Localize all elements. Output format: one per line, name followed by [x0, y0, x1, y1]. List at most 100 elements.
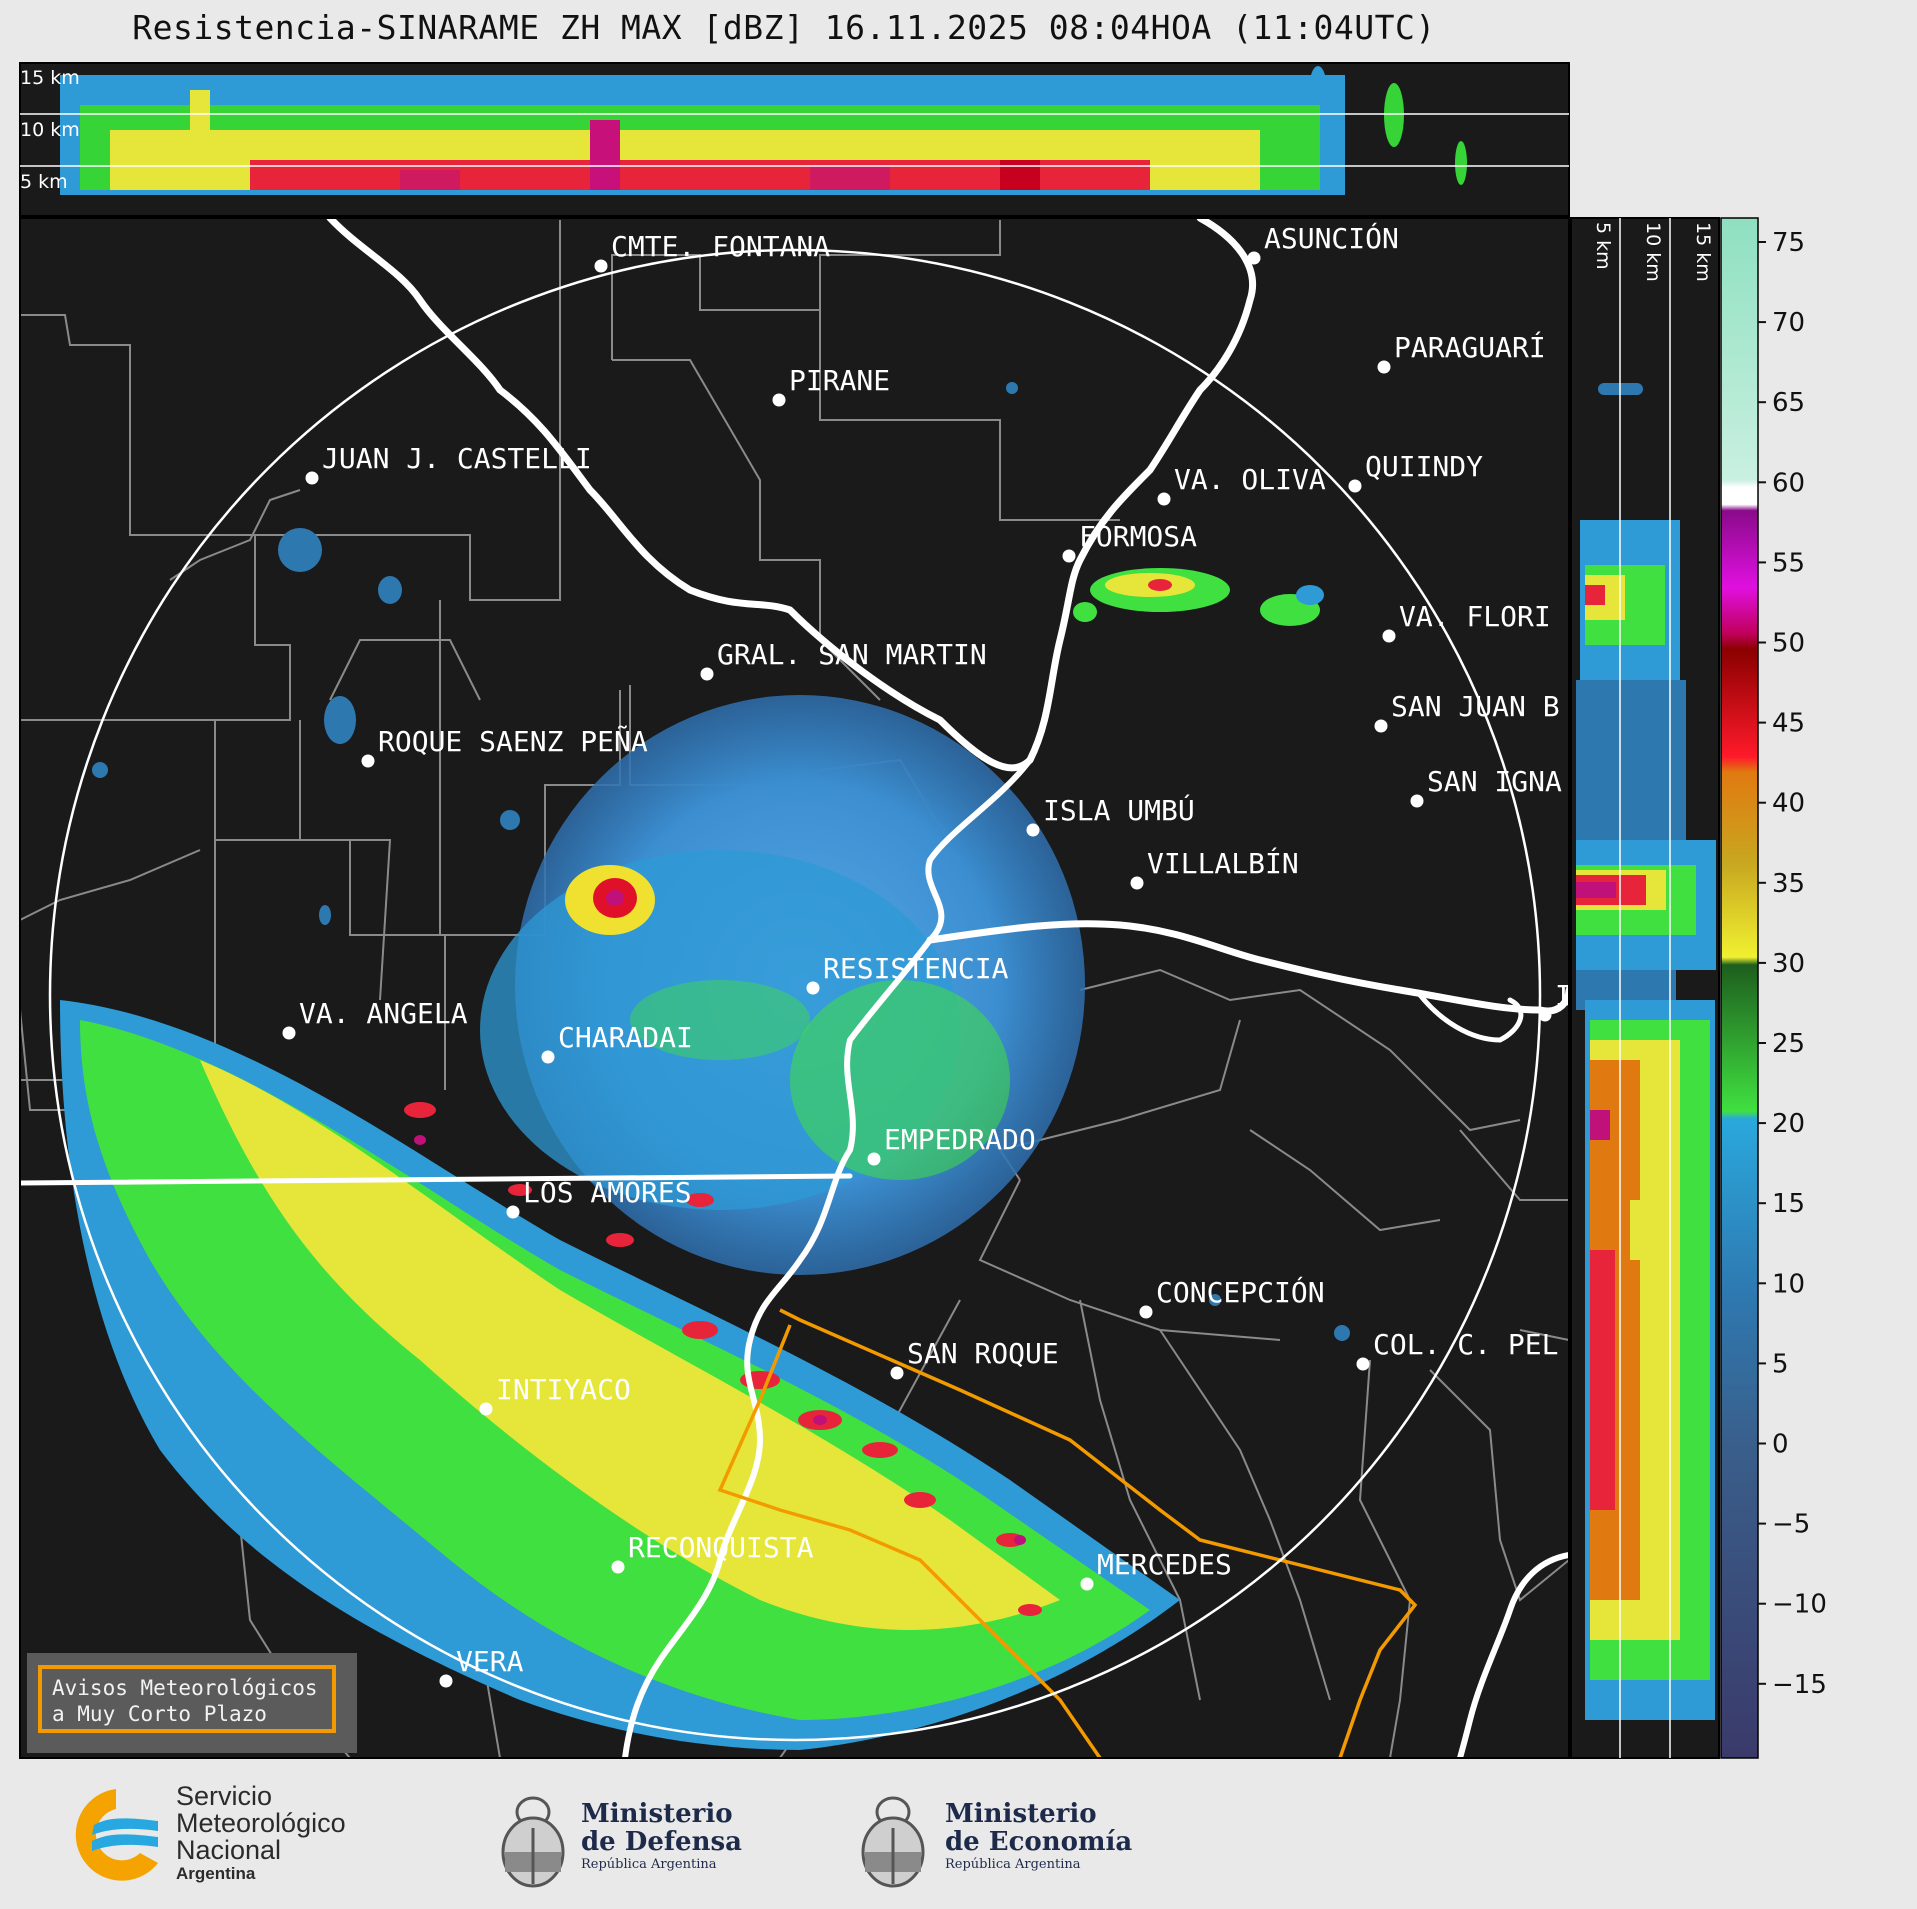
city-label: PIRANE: [789, 364, 890, 397]
city-marker: [611, 1560, 625, 1574]
colorbar-tick-label: 20: [1772, 1109, 1805, 1139]
colorbar-tick-label: 75: [1772, 228, 1805, 258]
city-marker: [1382, 629, 1396, 643]
altitude-label-15: 15 km: [20, 67, 80, 89]
city-marker: [1026, 823, 1040, 837]
city-marker: [282, 1026, 296, 1040]
colorbar-tick-label: 45: [1772, 709, 1805, 739]
city-label: CONCEPCIÓN: [1156, 1275, 1325, 1309]
river-borders: [20, 218, 1569, 1758]
city-marker: [439, 1674, 453, 1688]
city-label: ASUNCIÓN: [1264, 221, 1399, 255]
city-marker: [305, 471, 319, 485]
city-marker: [1374, 719, 1388, 733]
city-marker: [1157, 492, 1171, 506]
city-label: VERA: [456, 1645, 524, 1678]
warning-line-1: Avisos Meteorológicos: [52, 1676, 318, 1700]
defensa-line-1: Ministerio: [581, 1799, 733, 1829]
city-label: COL. C. PEL: [1373, 1328, 1558, 1361]
city-marker: [1139, 1305, 1153, 1319]
warning-polygon: [779, 1308, 1418, 1758]
city-marker: [1130, 876, 1144, 890]
colorbar-tick-label: 50: [1772, 629, 1805, 659]
argentina-coat-of-arms-icon: [501, 1796, 565, 1888]
colorbar-tick-label: 5: [1772, 1349, 1789, 1379]
altitude-label-10: 10 km: [20, 119, 80, 141]
smn-emblem-icon: [75, 1789, 158, 1881]
city-marker: [594, 259, 608, 273]
city-label: SAN JUAN B: [1391, 690, 1560, 723]
altitude-label-5: 5 km: [20, 171, 68, 193]
colorbar-tick-label: 30: [1772, 949, 1805, 979]
smn-line-4: Argentina: [176, 1864, 256, 1883]
city-label: INTIYACO: [496, 1373, 631, 1406]
city-marker: [1247, 251, 1261, 265]
city-marker: [890, 1366, 904, 1380]
side-altitude-label-15: 15 km: [1692, 222, 1714, 282]
economia-line-2: de Economía: [945, 1827, 1133, 1857]
city-label: ROQUE SAENZ PEÑA: [378, 724, 648, 758]
city-label: PARAGUARÍ: [1394, 330, 1546, 364]
city-marker: [1410, 794, 1424, 808]
city-label: SAN ROQUE: [907, 1337, 1059, 1370]
colorbar-tick-label: 40: [1772, 789, 1805, 819]
colorbar-tick-label: −15: [1772, 1670, 1827, 1700]
smn-line-1: Servicio: [176, 1781, 273, 1811]
city-label: SAN IGNA: [1427, 765, 1562, 798]
colorbar-tick-label: 10: [1772, 1269, 1805, 1299]
city-label: EMPEDRADO: [884, 1123, 1036, 1156]
economia-line-1: Ministerio: [945, 1799, 1097, 1829]
city-label: VA. OLIVA: [1174, 463, 1326, 496]
defensa-line-2: de Defensa: [581, 1827, 742, 1857]
economia-logo: Ministerio de Economía República Argenti…: [855, 1772, 1155, 1902]
defensa-logo: Ministerio de Defensa República Argentin…: [495, 1772, 755, 1902]
colorbar-tick-label: 35: [1772, 869, 1805, 899]
city-labels: CMTE. FONTANA ASUNCIÓN PARAGUARÍ PIRANE JUAN…: [299, 221, 1589, 1678]
side-elevation-panel: 5 km 10 km 15 km: [1570, 217, 1720, 1759]
city-markers: [282, 251, 1552, 1688]
colorbar-tick-label: 0: [1772, 1430, 1789, 1460]
city-label: RESISTENCIA: [823, 952, 1009, 985]
smn-line-2: Meteorológico: [176, 1808, 346, 1838]
city-marker: [479, 1402, 493, 1416]
city-marker: [806, 981, 820, 995]
city-marker: [541, 1050, 555, 1064]
smn-logo: Servicio Meteorológico Nacional Argentin…: [58, 1783, 398, 1883]
city-label: ISLA UMBÚ: [1043, 793, 1195, 827]
defensa-line-3: República Argentina: [581, 1857, 717, 1872]
city-marker: [1356, 1357, 1370, 1371]
city-marker: [1062, 549, 1076, 563]
colorbar-tick-label: 25: [1772, 1029, 1805, 1059]
city-label: RECONQUISTA: [628, 1531, 814, 1564]
colorbar-tick-label: 65: [1772, 388, 1805, 418]
city-marker: [1348, 479, 1362, 493]
city-marker: [867, 1152, 881, 1166]
city-marker: [1377, 360, 1391, 374]
argentina-coat-of-arms-icon-2: [861, 1796, 925, 1888]
smn-line-3: Nacional: [176, 1835, 282, 1865]
colorbar-tick-label: 60: [1772, 468, 1805, 498]
top-elevation-panel: 15 km 10 km 5 km: [19, 62, 1570, 217]
side-altitude-label-5: 5 km: [1592, 222, 1614, 270]
city-marker: [506, 1205, 520, 1219]
city-marker: [1080, 1577, 1094, 1591]
city-marker: [1538, 1008, 1552, 1022]
colorbar-tick-label: 70: [1772, 308, 1805, 338]
colorbar-tick-label: −10: [1772, 1590, 1827, 1620]
city-label: JUAN J. CASTELLI: [322, 442, 592, 475]
range-ring: [48, 248, 1542, 1742]
city-label: IT: [1555, 979, 1589, 1012]
city-label: VILLALBÍN: [1147, 846, 1299, 880]
city-label: MERCEDES: [1097, 1548, 1232, 1581]
map-title: Resistencia-SINARAME ZH MAX [dBZ] 16.11.…: [132, 8, 1436, 47]
colorbar-tick-label: 55: [1772, 548, 1805, 578]
economia-line-3: República Argentina: [945, 1857, 1081, 1872]
city-label: CHARADAI: [558, 1021, 693, 1054]
city-label: FORMOSA: [1079, 520, 1197, 553]
city-marker: [700, 667, 714, 681]
city-marker: [772, 393, 786, 407]
city-label: LOS AMORES: [523, 1176, 692, 1209]
colorbar-tick-label: −5: [1772, 1510, 1810, 1540]
